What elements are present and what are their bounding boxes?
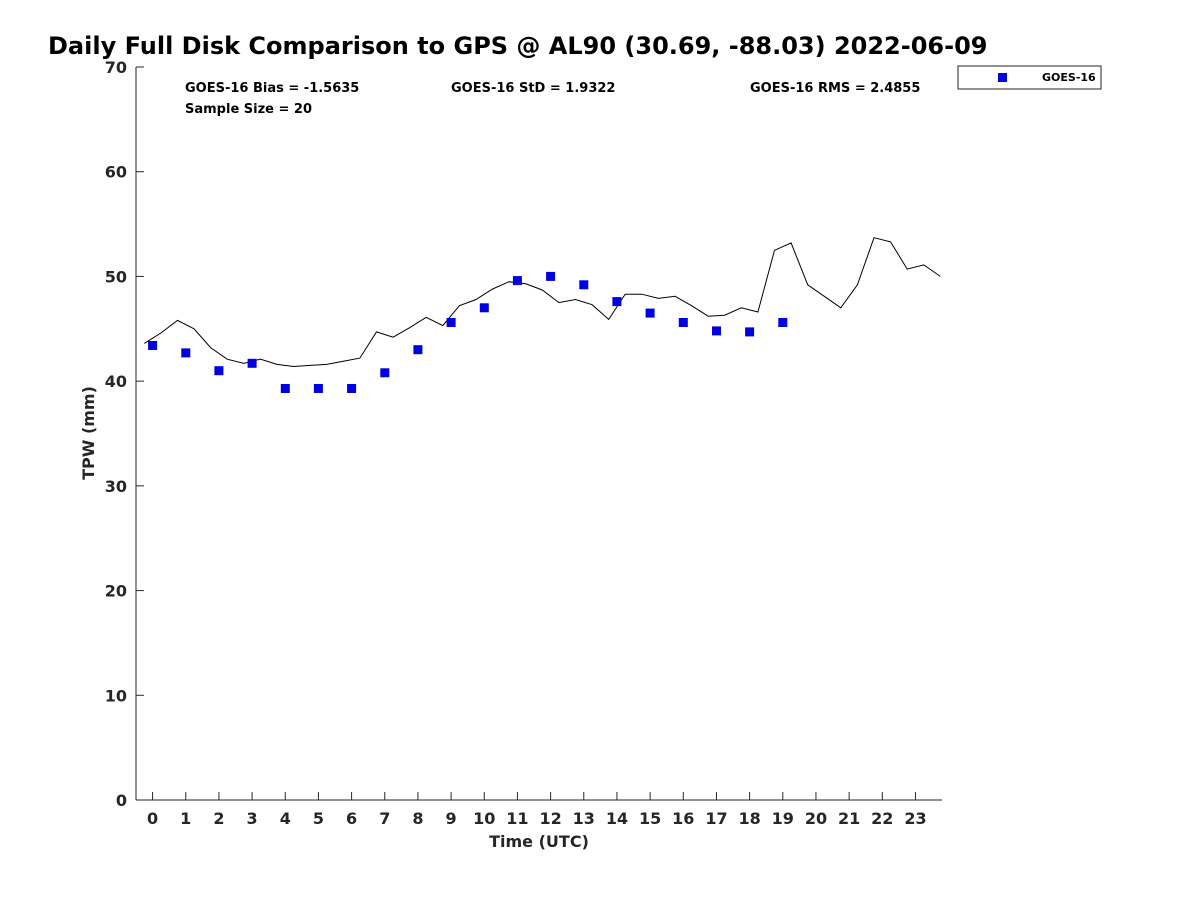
x-tick-label: 21 bbox=[838, 809, 860, 828]
x-tick-label: 15 bbox=[639, 809, 661, 828]
legend-marker-goes-16 bbox=[998, 73, 1007, 82]
goes-16-point bbox=[512, 276, 522, 286]
rms-stat: GOES-16 RMS = 2.4855 bbox=[750, 81, 920, 96]
x-tick-label: 23 bbox=[904, 809, 926, 828]
x-tick-label: 12 bbox=[539, 809, 561, 828]
x-tick-label: 2 bbox=[213, 809, 224, 828]
x-tick-label: 0 bbox=[147, 809, 158, 828]
goes-16-point bbox=[579, 280, 589, 290]
x-tick-label: 14 bbox=[606, 809, 628, 828]
y-axis-label: TPW (mm) bbox=[79, 386, 98, 480]
stats-block: GOES-16 Bias = -1.5635 GOES-16 StD = 1.9… bbox=[185, 81, 920, 117]
y-ticks: 0 10 20 30 40 50 60 70 bbox=[105, 58, 144, 810]
goes-16-point bbox=[546, 271, 556, 281]
goes-16-point bbox=[778, 318, 788, 327]
chart-title: Daily Full Disk Comparison to GPS @ AL90… bbox=[48, 32, 987, 60]
goes-16-point bbox=[148, 341, 158, 350]
x-tick-label: 18 bbox=[738, 809, 760, 828]
y-tick-label: 60 bbox=[105, 163, 127, 182]
goes-16-point bbox=[313, 384, 323, 393]
x-tick-label: 17 bbox=[705, 809, 727, 828]
goes-16-point bbox=[347, 384, 357, 393]
x-tick-label: 16 bbox=[672, 809, 694, 828]
x-tick-label: 10 bbox=[473, 809, 495, 828]
y-tick-label: 30 bbox=[105, 477, 127, 496]
y-tick-label: 70 bbox=[105, 58, 127, 77]
y-tick-label: 10 bbox=[105, 686, 127, 705]
x-tick-label: 4 bbox=[280, 809, 291, 828]
y-tick-label: 0 bbox=[116, 791, 127, 810]
legend-label-goes-16: GOES-16 bbox=[1042, 71, 1096, 84]
x-ticks: 0 1 2 3 4 5 6 7 8 9 10 11 12 13 14 15 16 17 18 19 20 21 22 23 bbox=[147, 792, 927, 828]
x-tick-label: 13 bbox=[573, 809, 595, 828]
x-axis-label: Time (UTC) bbox=[489, 832, 589, 851]
goes-16-points bbox=[148, 271, 788, 393]
x-tick-label: 11 bbox=[506, 809, 528, 828]
x-tick-label: 6 bbox=[346, 809, 357, 828]
legend: GOES-16 bbox=[957, 65, 1102, 90]
goes-16-point bbox=[745, 327, 755, 337]
y-tick-label: 50 bbox=[105, 267, 127, 286]
legend-box bbox=[957, 65, 1102, 90]
goes-16-point bbox=[181, 348, 191, 358]
x-tick-label: 7 bbox=[379, 809, 390, 828]
goes-16-point bbox=[413, 345, 423, 355]
goes-16-point bbox=[214, 366, 224, 376]
goes-16-point bbox=[645, 308, 655, 318]
goes-16-point bbox=[678, 318, 688, 327]
x-tick-label: 19 bbox=[772, 809, 794, 828]
y-tick-label: 40 bbox=[105, 372, 127, 391]
goes-16-point bbox=[612, 297, 622, 307]
x-tick-label: 22 bbox=[871, 809, 893, 828]
sample-size-stat: Sample Size = 20 bbox=[185, 102, 312, 117]
goes-16-point bbox=[380, 368, 390, 378]
x-tick-label: 8 bbox=[412, 809, 423, 828]
bias-stat: GOES-16 Bias = -1.5635 bbox=[185, 81, 359, 96]
goes-16-point bbox=[712, 326, 721, 336]
x-tick-label: 20 bbox=[805, 809, 827, 828]
goes-16-point bbox=[247, 358, 257, 368]
goes-16-point bbox=[479, 303, 489, 313]
x-tick-label: 3 bbox=[247, 809, 258, 828]
std-stat: GOES-16 StD = 1.9322 bbox=[451, 81, 615, 96]
y-tick-label: 20 bbox=[105, 582, 127, 601]
x-tick-label: 1 bbox=[180, 809, 191, 828]
x-tick-label: 9 bbox=[446, 809, 457, 828]
goes-16-point bbox=[280, 384, 290, 393]
goes-16-point bbox=[446, 318, 456, 327]
gps-tpw-line bbox=[144, 237, 941, 368]
x-tick-label: 5 bbox=[313, 809, 324, 828]
